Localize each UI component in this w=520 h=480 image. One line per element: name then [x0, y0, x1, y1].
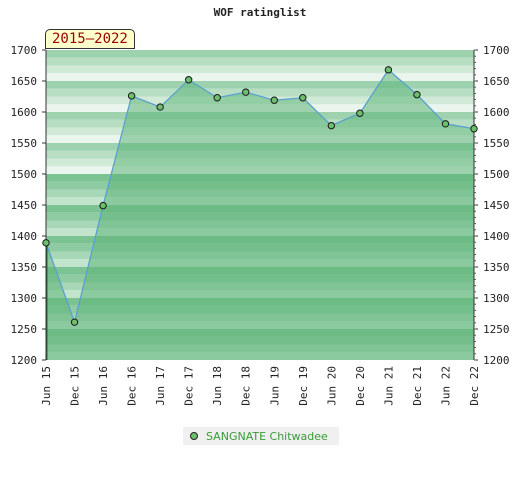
data-point	[327, 121, 336, 130]
y-tick-label-right: 1300	[483, 292, 510, 305]
y-tick-label-right: 1700	[483, 44, 510, 57]
chart-title: WOF ratinglist	[213, 6, 307, 19]
y-tick-label-right: 1400	[483, 230, 510, 243]
y-tick-label-left: 1350	[11, 261, 38, 274]
y-tick-label-left: 1450	[11, 199, 38, 212]
data-point	[413, 90, 421, 99]
data-point	[441, 120, 450, 128]
background-band	[46, 57, 474, 66]
background-band	[46, 81, 474, 89]
y-tick-label-right: 1500	[483, 168, 510, 181]
y-tick-label-right: 1250	[483, 323, 510, 336]
x-tick-label: Dec 18	[240, 366, 253, 406]
x-tick-label: Dec 22	[468, 366, 481, 406]
x-tick-label: Dec 17	[183, 366, 196, 406]
y-tick-label-right: 1650	[483, 75, 510, 88]
x-tick-label: Jun 20	[325, 366, 338, 406]
data-point	[213, 94, 221, 102]
y-tick-label-left: 1250	[11, 323, 38, 336]
data-point	[99, 201, 107, 210]
year-range-badge: 2015–2022	[45, 29, 135, 49]
x-tick-label: Jun 16	[97, 366, 110, 406]
data-point	[270, 96, 278, 104]
y-tick-label-right: 1450	[483, 199, 510, 212]
y-tick-label-left: 1650	[11, 75, 38, 88]
x-tick-label: Jun 15	[40, 366, 53, 406]
x-tick-label: Jun 21	[382, 366, 395, 406]
y-tick-label-right: 1600	[483, 106, 510, 119]
background-band	[46, 88, 474, 97]
data-point	[184, 76, 193, 84]
x-tick-label: Dec 15	[69, 366, 82, 406]
y-tick-label-left: 1600	[11, 106, 38, 119]
data-point	[299, 94, 307, 102]
data-point	[156, 103, 164, 111]
data-point	[42, 239, 50, 247]
y-tick-label-left: 1200	[11, 354, 38, 367]
legend-marker-icon	[190, 432, 198, 440]
data-point	[127, 92, 136, 100]
y-tick-label-left: 1300	[11, 292, 38, 305]
x-tick-label: Dec 21	[411, 366, 424, 406]
x-tick-label: Jun 18	[211, 366, 224, 406]
y-tick-label-left: 1550	[11, 137, 38, 150]
y-tick-label-right: 1350	[483, 261, 510, 274]
background-band	[46, 50, 474, 58]
x-tick-label: Dec 16	[126, 366, 139, 406]
data-point	[242, 88, 250, 96]
y-tick-label-left: 1500	[11, 168, 38, 181]
background-band	[46, 73, 474, 81]
legend-label: SANGNATE Chitwadee	[206, 429, 328, 443]
y-tick-label-right: 1550	[483, 137, 510, 150]
x-tick-label: Jun 17	[154, 366, 167, 406]
y-tick-label-left: 1700	[11, 44, 38, 57]
data-point	[384, 66, 393, 74]
background-band	[46, 65, 474, 74]
data-point	[70, 318, 79, 326]
x-tick-label: Dec 20	[354, 366, 367, 406]
y-tick-label-right: 1200	[483, 354, 510, 367]
x-tick-label: Dec 19	[297, 366, 310, 406]
data-point	[470, 125, 478, 133]
area-fill	[46, 69, 474, 360]
data-point	[356, 109, 364, 117]
legend[interactable]: SANGNATE Chitwadee	[183, 427, 339, 445]
series-line	[45, 68, 475, 325]
y-tick-label-left: 1400	[11, 230, 38, 243]
x-tick-label: Jun 19	[268, 366, 281, 406]
x-tick-label: Jun 22	[439, 366, 452, 406]
